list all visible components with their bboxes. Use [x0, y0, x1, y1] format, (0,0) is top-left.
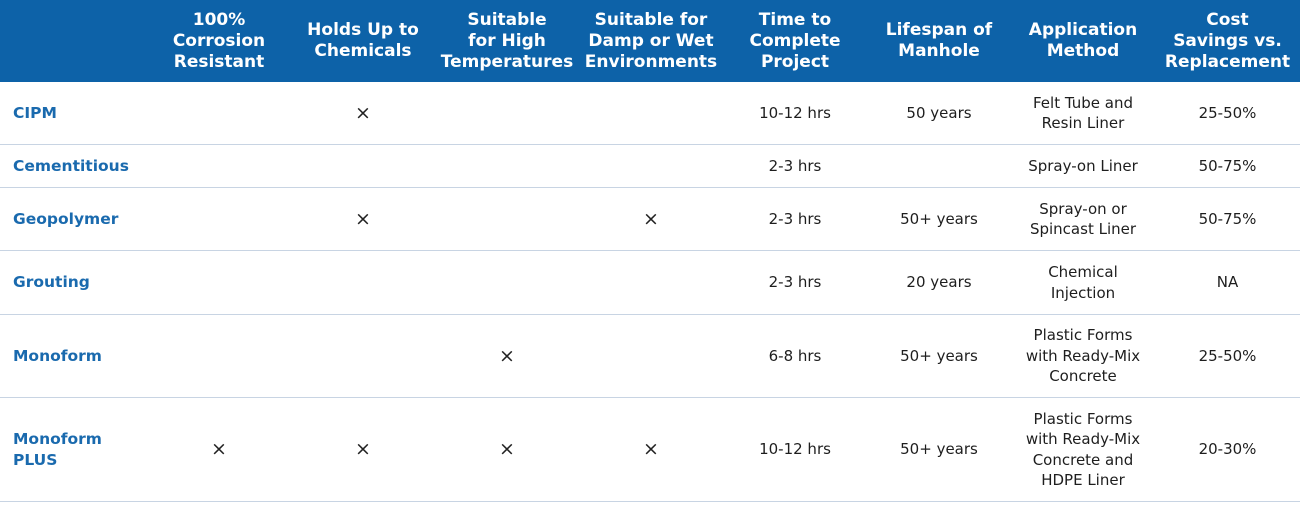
row-name: CIPM: [13, 103, 57, 122]
cell-time: 10-12 hrs: [759, 103, 831, 122]
cell-time: 2-3 hrs: [768, 273, 822, 292]
cell-temperatures: [435, 188, 579, 250]
row-name: Monoform PLUS: [13, 430, 102, 469]
cell-time: 6-8 hrs: [768, 346, 822, 365]
header-time-to-complete: Time to Complete Project: [749, 9, 841, 72]
cell-method: Spray-on Liner: [1028, 156, 1138, 175]
cell-chemicals: [291, 251, 435, 314]
cell-lifespan: [867, 145, 1011, 187]
header-damp-wet-environments: Suitable for Damp or Wet Environments: [584, 9, 718, 72]
table-row: Monoform PLUS × × × × 10-12 hrs 50+ year…: [0, 398, 1300, 502]
cell-temperatures: [435, 145, 579, 187]
header-lifespan: Lifespan of Manhole: [885, 20, 993, 61]
cell-temperatures: [435, 82, 579, 144]
cell-method: Spray-on or Spincast Liner: [1029, 199, 1137, 239]
cell-corrosion: [147, 188, 291, 250]
header-high-temperatures: Suitable for High Temperatures: [440, 9, 574, 72]
table-row: Grouting 2-3 hrs 20 years Chemical Injec…: [0, 251, 1300, 315]
cell-time: 10-12 hrs: [759, 440, 831, 459]
cell-lifespan: 50+ years: [900, 209, 978, 228]
cell-damp: [579, 82, 723, 144]
table-header: 100% Corrosion Resistant Holds Up to Che…: [0, 0, 1300, 82]
cell-corrosion: [147, 251, 291, 314]
table-row: CIPM × 10-12 hrs 50 years Felt Tube and …: [0, 82, 1300, 145]
cell-damp: ×: [643, 207, 659, 230]
cell-chemicals: [291, 315, 435, 397]
cell-lifespan: 50+ years: [900, 440, 978, 459]
cell-damp: [579, 145, 723, 187]
cell-savings: 25-50%: [1198, 346, 1257, 365]
header-corrosion-resistant: 100% Corrosion Resistant: [172, 9, 266, 72]
cell-savings: 25-50%: [1198, 103, 1257, 122]
cell-savings: 50-75%: [1198, 209, 1257, 228]
cell-time: 2-3 hrs: [768, 209, 822, 228]
cell-corrosion: [147, 145, 291, 187]
cell-chemicals: ×: [355, 438, 371, 461]
cell-lifespan: 50 years: [906, 103, 972, 122]
header-holds-up-to-chemicals: Holds Up to Chemicals: [307, 20, 419, 61]
row-name: Monoform: [13, 346, 102, 365]
cell-method: Plastic Forms with Ready-Mix Concrete an…: [1025, 409, 1141, 490]
cell-corrosion: [147, 82, 291, 144]
header-application-method: Application Method: [1028, 20, 1138, 61]
row-name: Grouting: [13, 273, 90, 292]
cell-temperatures: [435, 251, 579, 314]
header-cost-savings: Cost Savings vs. Replacement: [1164, 9, 1291, 72]
cell-corrosion: [147, 315, 291, 397]
cell-lifespan: 20 years: [906, 273, 972, 292]
cell-savings: 50-75%: [1198, 156, 1257, 175]
cell-temperatures: ×: [499, 344, 515, 367]
cell-savings: 20-30%: [1198, 440, 1257, 459]
cell-chemicals: ×: [355, 101, 371, 124]
table-row: Monoform × 6-8 hrs 50+ years Plastic For…: [0, 315, 1300, 398]
cell-temperatures: ×: [499, 438, 515, 461]
cell-corrosion: ×: [211, 438, 227, 461]
cell-method: Chemical Injection: [1048, 263, 1118, 302]
cell-chemicals: [291, 145, 435, 187]
table-row: Geopolymer × × 2-3 hrs 50+ years Spray-o…: [0, 188, 1300, 251]
cell-damp: [579, 251, 723, 314]
header-blank: [0, 0, 147, 82]
cell-savings: NA: [1216, 273, 1239, 292]
row-name: Cementitious: [13, 156, 129, 175]
cell-damp: ×: [643, 438, 659, 461]
cell-chemicals: ×: [355, 207, 371, 230]
row-name: Geopolymer: [13, 209, 119, 228]
cell-lifespan: 50+ years: [900, 346, 978, 365]
cell-damp: [579, 315, 723, 397]
cell-method: Plastic Forms with Ready-Mix Concrete: [1025, 326, 1141, 386]
cell-method: Felt Tube and Resin Liner: [1033, 93, 1133, 133]
cell-time: 2-3 hrs: [768, 156, 822, 175]
table-row: Cementitious 2-3 hrs Spray-on Liner 50-7…: [0, 145, 1300, 188]
